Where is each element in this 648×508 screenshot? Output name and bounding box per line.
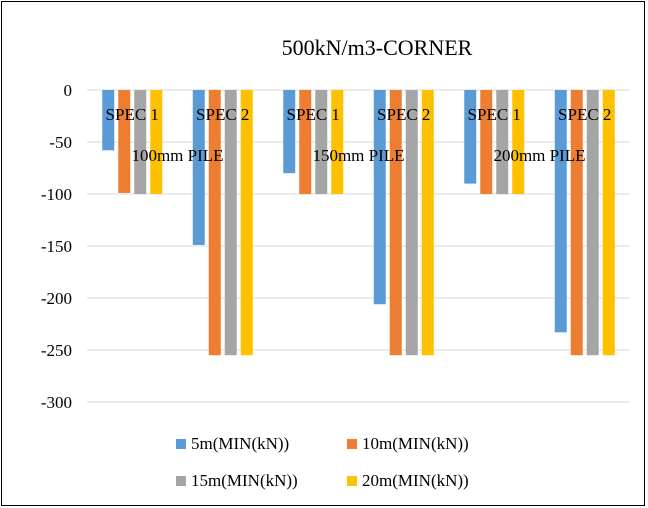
bar bbox=[464, 90, 477, 184]
bar bbox=[102, 90, 115, 151]
bar bbox=[299, 90, 312, 194]
y-tick-label: -150 bbox=[41, 237, 72, 256]
legend-label: 20m(MIN(kN)) bbox=[362, 471, 469, 490]
group-label: 150mm PILE bbox=[312, 146, 404, 165]
legend: 5m(MIN(kN)) 10m(MIN(kN)) 15m(MIN(kN)) 20m(M… bbox=[176, 434, 469, 490]
group-label: 100mm PILE bbox=[131, 146, 223, 165]
category-label: SPEC 2 bbox=[377, 105, 430, 124]
bar bbox=[150, 90, 163, 194]
bar bbox=[602, 90, 615, 356]
bar bbox=[421, 90, 434, 356]
category-label: SPEC 1 bbox=[106, 105, 159, 124]
legend-swatch bbox=[347, 476, 357, 486]
bar bbox=[389, 90, 402, 356]
bar bbox=[405, 90, 418, 356]
bar bbox=[192, 90, 205, 245]
bar bbox=[134, 90, 147, 194]
bar bbox=[373, 90, 386, 305]
bar bbox=[480, 90, 493, 194]
y-tick-label: -100 bbox=[41, 185, 72, 204]
chart-title: 500kN/m3-CORNER bbox=[282, 35, 473, 60]
bar bbox=[118, 90, 131, 193]
bar bbox=[315, 90, 328, 194]
y-tick-label: 0 bbox=[64, 81, 73, 100]
legend-label: 5m(MIN(kN)) bbox=[191, 434, 289, 453]
bar bbox=[512, 90, 525, 194]
bar bbox=[283, 90, 296, 174]
bar bbox=[554, 90, 567, 333]
bars bbox=[102, 90, 615, 356]
category-label: SPEC 1 bbox=[468, 105, 521, 124]
y-tick-label: -250 bbox=[41, 341, 72, 360]
category-label: SPEC 2 bbox=[558, 105, 611, 124]
legend-swatch bbox=[176, 439, 186, 449]
y-axis-tick-labels: 0 -50 -100 -150 -200 -250 -300 bbox=[41, 81, 72, 412]
bar bbox=[331, 90, 344, 194]
category-label: SPEC 2 bbox=[196, 105, 249, 124]
gridlines bbox=[87, 89, 630, 403]
legend-label: 10m(MIN(kN)) bbox=[362, 434, 469, 453]
bar bbox=[240, 90, 253, 356]
category-labels: SPEC 1 SPEC 2 100mm PILE SPEC 1 SPEC 2 150mm … bbox=[106, 105, 612, 165]
y-tick-label: -200 bbox=[41, 289, 72, 308]
bar bbox=[570, 90, 583, 356]
category-label: SPEC 1 bbox=[287, 105, 340, 124]
legend-swatch bbox=[347, 439, 357, 449]
bar bbox=[224, 90, 237, 356]
bar bbox=[496, 90, 509, 194]
legend-label: 15m(MIN(kN)) bbox=[191, 471, 298, 490]
y-tick-label: -300 bbox=[41, 393, 72, 412]
bar bbox=[208, 90, 221, 356]
group-label: 200mm PILE bbox=[493, 146, 585, 165]
bar bbox=[586, 90, 599, 356]
legend-swatch bbox=[176, 476, 186, 486]
y-tick-label: -50 bbox=[49, 133, 72, 152]
